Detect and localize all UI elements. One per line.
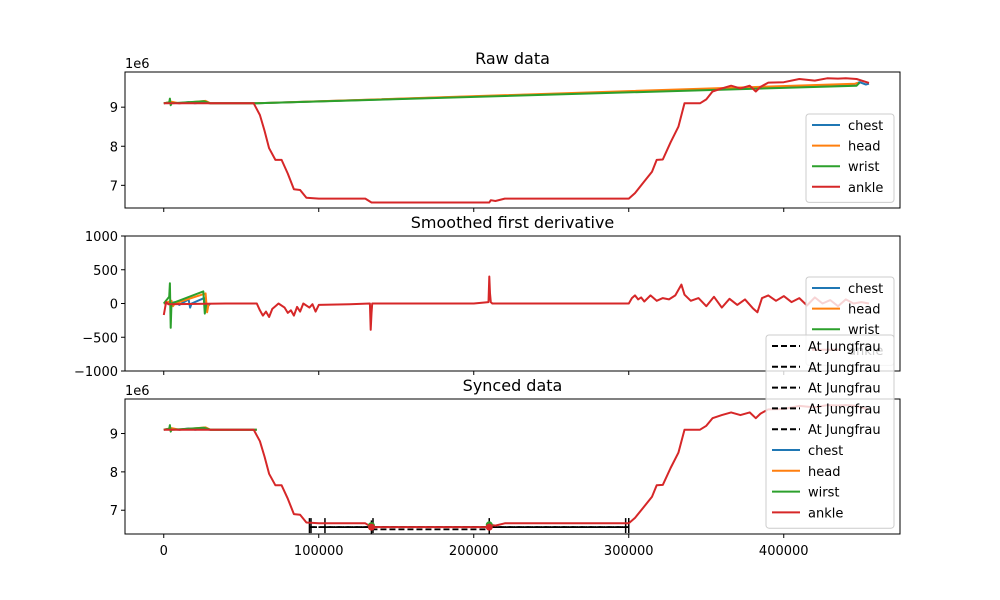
subplot-1: Raw data 1e6 7 8 9: [110, 49, 901, 212]
y-tick-label: −1000: [74, 365, 118, 380]
x-tick-label: 0: [160, 544, 168, 559]
axis-offset-text: 1e6: [125, 384, 150, 399]
axis-offset-text: 1e6: [125, 57, 150, 72]
series-line-wrist: [163, 282, 208, 329]
axes-frame: [124, 71, 901, 209]
legend-1: chest head wrist ankle: [805, 113, 895, 203]
legend-label: ankle: [808, 506, 843, 521]
y-tick-label: 9: [110, 101, 118, 116]
subplot-title: Synced data: [463, 376, 563, 395]
legend-label: chest: [808, 444, 843, 459]
legend-box: [805, 113, 895, 203]
y-tick-label: 1000: [85, 230, 118, 245]
legend-label: wrist: [848, 160, 879, 175]
legend-label: head: [808, 465, 840, 480]
subplot-3: Synced data 1e6 7 8 9 0 100000 200000 300000 4000…: [110, 376, 901, 559]
axes-frame: [124, 235, 901, 372]
y-tick-label: 0: [110, 298, 118, 313]
legend-label: wirst: [808, 486, 839, 501]
legend-label: ankle: [848, 181, 883, 196]
subplot-title: Raw data: [475, 49, 550, 68]
series-line-ankle: [163, 77, 870, 204]
plot-area: [162, 275, 870, 331]
legend-label: head: [848, 303, 880, 318]
x-tick-label: 400000: [759, 544, 809, 559]
legend-label: chest: [848, 119, 883, 134]
x-tick-label: 200000: [449, 544, 499, 559]
y-tick-label: −500: [82, 331, 118, 346]
series-line-ankle: [162, 275, 870, 331]
legend-3: At Jungfrau At Jungfrau At Jungfrau At Jung…: [765, 334, 895, 529]
subplot-2: Smoothed first derivative −1000 −500 0 500 10…: [74, 213, 901, 380]
sync-marker: [485, 523, 493, 531]
plot-area: [163, 77, 870, 204]
legend-label: chest: [848, 282, 883, 297]
y-tick-label: 8: [110, 140, 118, 155]
legend-label: head: [848, 140, 880, 155]
y-tick-label: 8: [110, 466, 118, 481]
x-tick-label: 100000: [294, 544, 344, 559]
axes-frame: [124, 398, 901, 535]
subplot-title: Smoothed first derivative: [411, 213, 615, 232]
legend-label: At Jungfrau: [808, 423, 881, 438]
x-tick-label: 300000: [604, 544, 654, 559]
y-tick-label: 7: [110, 504, 118, 519]
y-tick-label: 7: [110, 179, 118, 194]
legend-label: At Jungfrau: [808, 361, 881, 376]
y-tick-label: 500: [93, 264, 118, 279]
legend-label: At Jungfrau: [808, 382, 881, 397]
sync-marker: [367, 523, 375, 531]
legend-label: At Jungfrau: [808, 402, 881, 417]
legend-label: wrist: [848, 323, 879, 338]
legend-box: [765, 334, 895, 529]
legend-label: At Jungfrau: [808, 340, 881, 355]
y-tick-label: 9: [110, 428, 118, 443]
